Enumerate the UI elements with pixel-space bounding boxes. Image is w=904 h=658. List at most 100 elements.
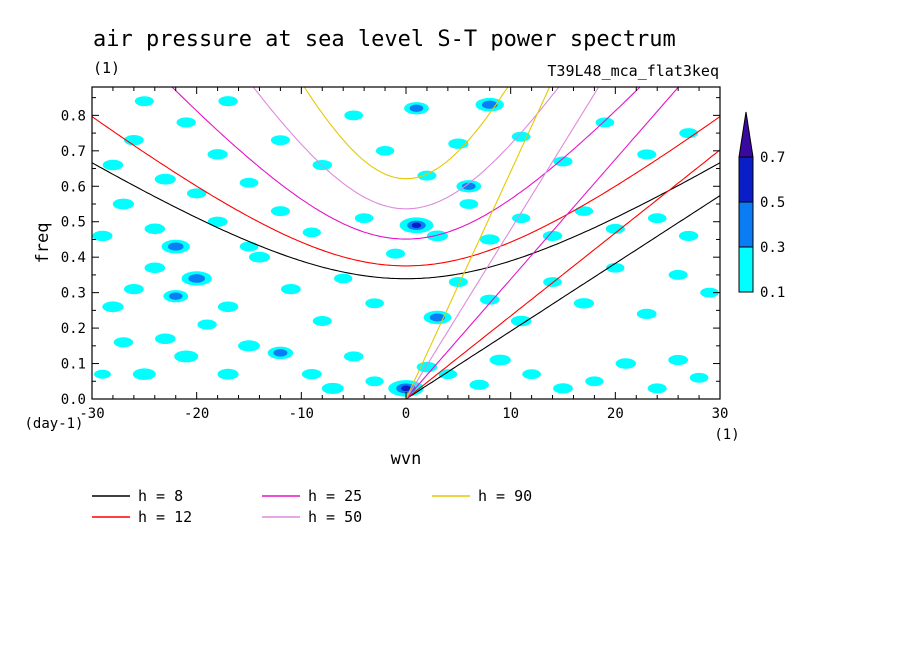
spectrum-blob xyxy=(343,351,364,362)
spectrum-blob xyxy=(510,315,532,327)
spectrum-blob xyxy=(132,368,156,380)
spectrum-blob xyxy=(280,283,301,295)
spectrum-blob xyxy=(239,177,259,188)
spectrum-blob xyxy=(386,248,406,259)
spectrum-blob xyxy=(542,230,563,241)
spectrum-blob xyxy=(154,173,176,185)
legend: h = 8 h = 25 h = 90 h = 12 h = 50 xyxy=(92,487,532,526)
spectrum-blob xyxy=(365,376,384,387)
spectrum-blob xyxy=(679,128,698,139)
y-tick-label: 0.8 xyxy=(61,108,86,124)
spectrum-blob xyxy=(647,213,667,224)
spectrum-blob xyxy=(448,277,468,287)
y-tick-label: 0.0 xyxy=(61,392,86,408)
spectrum-blob xyxy=(94,369,111,379)
spectrum-blob xyxy=(553,383,573,394)
spectrum-blob xyxy=(365,298,384,309)
spectrum-blob xyxy=(270,135,290,146)
colorbar-label: 0.5 xyxy=(760,195,785,211)
spectrum-blob xyxy=(543,277,562,287)
curve-kelvin-50 xyxy=(405,87,600,399)
colorbar-segment xyxy=(738,201,754,248)
spectrum-blob xyxy=(469,379,489,390)
spectrum-blob xyxy=(218,96,238,107)
colorbar: 0.1 0.3 0.5 0.7 xyxy=(738,111,785,301)
spectrum-blob xyxy=(668,354,689,366)
colorbar-label: 0.7 xyxy=(760,150,785,166)
curve-ig-12 xyxy=(92,116,720,267)
spectrum-blob xyxy=(334,273,353,284)
x-tick-label: -10 xyxy=(289,406,314,422)
spectrum-blob xyxy=(605,223,625,234)
spectrum-blob xyxy=(238,340,260,352)
spectrum-blob xyxy=(321,382,344,394)
spectrum-blob-core xyxy=(429,313,446,322)
spectrum-blob xyxy=(344,110,364,121)
spectrum-blob xyxy=(217,301,239,313)
spectrum-blob xyxy=(522,369,541,380)
spectrum-blob xyxy=(155,333,176,344)
legend-label: h = 8 xyxy=(138,487,183,505)
spectrum-blob xyxy=(123,135,144,146)
x-axis-unit: (1) xyxy=(714,427,739,443)
colorbar-label: 0.3 xyxy=(760,240,785,256)
spectrum-blob xyxy=(207,149,228,160)
colorbar-label: 0.1 xyxy=(760,285,785,301)
curve-kelvin-12 xyxy=(405,149,720,399)
legend-label: h = 12 xyxy=(138,508,192,526)
y-tick-label: 0.1 xyxy=(61,357,86,373)
spectrum-blob xyxy=(123,283,144,295)
spectrum-blob xyxy=(459,199,479,209)
y-axis-unit: (day-1) xyxy=(24,416,83,432)
x-tick-label: -20 xyxy=(184,406,209,422)
spectrum-blob xyxy=(700,287,719,298)
spectrum-blob xyxy=(186,188,207,199)
spectrum-blob xyxy=(174,350,199,363)
x-tick-label: 10 xyxy=(502,406,519,422)
y-tick-label: 0.6 xyxy=(61,179,86,195)
y-tick-label: 0.3 xyxy=(61,286,86,302)
spectrum-blob xyxy=(574,206,594,216)
colorbar-segment xyxy=(738,246,754,293)
curve-kelvin-25 xyxy=(405,87,680,399)
spectrum-blob xyxy=(144,262,166,274)
spectrum-blob xyxy=(678,230,699,241)
curve-ig-90 xyxy=(303,87,509,180)
spectrum-blob xyxy=(417,170,437,181)
spectrum-blob xyxy=(479,234,500,245)
spectrum-blob xyxy=(615,358,637,369)
x-axis-label: wvn xyxy=(391,449,422,469)
curve-ig-25 xyxy=(171,87,641,240)
spectrum-blob xyxy=(112,198,134,210)
dispersion-curves xyxy=(92,87,720,399)
spectrum-field xyxy=(92,96,719,397)
spectrum-blob xyxy=(197,319,217,330)
spectrum-blob xyxy=(102,301,124,313)
axis-ticks xyxy=(91,87,721,400)
x-tick-label: 20 xyxy=(607,406,624,422)
spectrum-blob-core xyxy=(409,104,424,112)
spectrum-blob xyxy=(270,206,290,217)
spectrum-blob xyxy=(573,298,594,309)
y-tick-label: 0.2 xyxy=(61,321,86,337)
legend-label: h = 25 xyxy=(308,487,362,505)
chart-subtitle-left: (1) xyxy=(93,59,120,77)
spectrum-blob-peak xyxy=(401,385,411,392)
x-tick-label: -30 xyxy=(79,406,104,422)
spectrum-blob xyxy=(102,159,124,171)
legend-label: h = 90 xyxy=(478,487,532,505)
spectrum-blob xyxy=(689,372,709,383)
spectrum-blob xyxy=(302,227,321,238)
axis-tick-labels: -30 -20 -10 0 10 20 30 0.0 0.1 0.2 0.3 0.4 0.5 0.6 0.7… xyxy=(61,108,729,422)
chart-subtitle-right: T39L48_mca_flat3keq xyxy=(547,62,719,80)
spectrum-blob xyxy=(511,213,531,224)
curve-ig-8 xyxy=(92,162,720,280)
colorbar-extend-arrow xyxy=(738,111,754,158)
spectrum-blob xyxy=(217,368,239,380)
curve-ig-50 xyxy=(252,87,560,210)
spectrum-blob xyxy=(426,230,448,242)
spectrum-blob xyxy=(207,216,228,227)
spectrum-blob xyxy=(438,369,458,380)
spectrum-blob-core xyxy=(188,274,205,283)
